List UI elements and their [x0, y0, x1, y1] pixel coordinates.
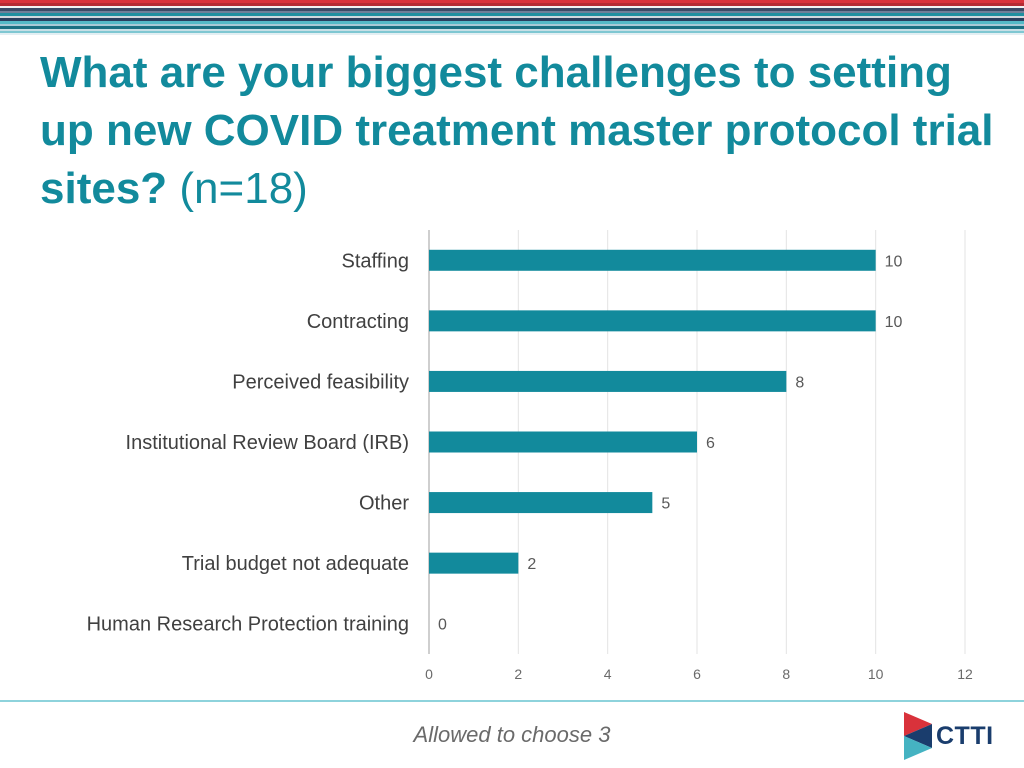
category-label: Other	[359, 493, 409, 515]
x-tick-label: 6	[693, 666, 701, 682]
bar	[429, 249, 876, 271]
bar	[429, 552, 519, 574]
x-tick-label: 12	[957, 666, 973, 682]
category-label: Perceived feasibility	[232, 371, 409, 393]
category-label: Staffing	[342, 250, 409, 272]
category-labels: Staffing Contracting Perceived feasibility…	[87, 250, 410, 635]
data-label: 2	[527, 556, 536, 573]
slide-title: What are your biggest challenges to sett…	[40, 44, 1000, 218]
bar	[429, 431, 697, 453]
title-main: What are your biggest challenges to sett…	[40, 48, 994, 213]
category-label: Human Research Protection training	[87, 614, 409, 636]
logo-text: CTTI	[936, 722, 994, 750]
x-tick-label: 10	[868, 666, 884, 682]
data-label: 10	[885, 314, 903, 331]
data-label: 10	[885, 253, 903, 270]
footnote: Allowed to choose 3	[413, 722, 611, 747]
footer-divider	[0, 700, 1024, 702]
category-label: Contracting	[307, 311, 409, 333]
x-tick-label: 4	[604, 666, 612, 682]
value-labels: 10 10 8 6 5 2 0	[438, 253, 903, 633]
header-stripes	[0, 0, 1024, 35]
bar	[429, 492, 653, 514]
data-label: 8	[795, 374, 804, 391]
data-label: 5	[661, 496, 670, 513]
ctti-logo-icon	[904, 712, 932, 760]
chart-bars	[429, 249, 876, 574]
bar	[429, 310, 876, 332]
x-tick-label: 2	[514, 666, 522, 682]
data-label: 0	[438, 617, 447, 634]
title-sample-size: (n=18)	[179, 164, 308, 213]
category-label: Trial budget not adequate	[182, 553, 409, 575]
x-axis-ticks: 0 2 4 6 8 10 12	[425, 666, 973, 682]
category-label: Institutional Review Board (IRB)	[126, 432, 409, 454]
data-label: 6	[706, 435, 715, 452]
bar	[429, 370, 787, 392]
bar-chart: Staffing Contracting Perceived feasibility…	[87, 230, 973, 682]
x-tick-label: 8	[782, 666, 790, 682]
x-tick-label: 0	[425, 666, 433, 682]
